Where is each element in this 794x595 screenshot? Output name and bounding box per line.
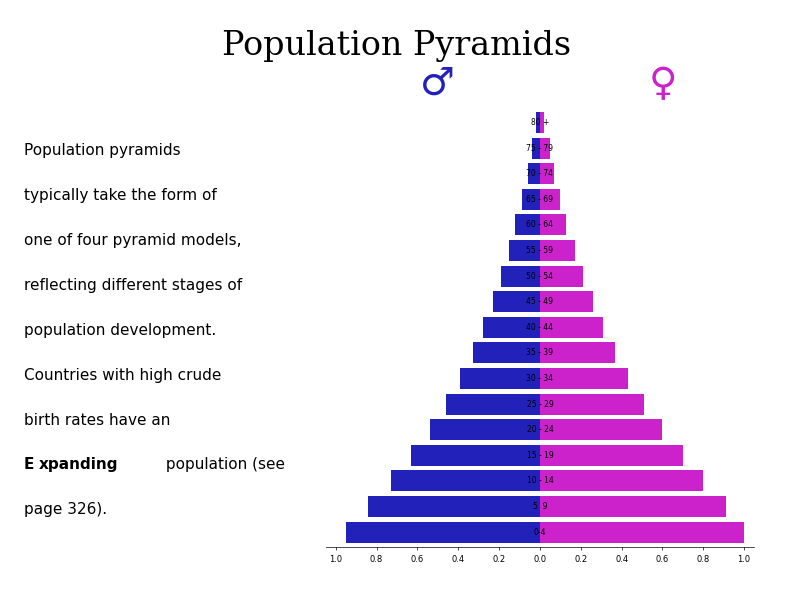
Text: Population Pyramids: Population Pyramids: [222, 30, 572, 62]
Bar: [446, 393, 540, 415]
Text: one of four pyramid models,: one of four pyramid models,: [24, 233, 241, 248]
Text: page 326).: page 326).: [24, 502, 107, 518]
Bar: [528, 163, 540, 184]
Bar: [493, 291, 540, 312]
Bar: [430, 419, 540, 440]
Bar: [540, 522, 744, 543]
Text: ♀: ♀: [648, 65, 676, 103]
Bar: [411, 444, 540, 466]
Text: population (see: population (see: [161, 458, 285, 472]
Bar: [532, 137, 540, 158]
Bar: [391, 470, 540, 491]
Bar: [483, 317, 540, 338]
Text: 15 - 19: 15 - 19: [526, 451, 553, 460]
Text: 70 - 74: 70 - 74: [526, 169, 553, 178]
Text: E: E: [24, 458, 34, 472]
Text: Countries with high crude: Countries with high crude: [24, 368, 222, 383]
Text: 45 - 49: 45 - 49: [526, 297, 553, 306]
Bar: [536, 112, 540, 133]
Bar: [522, 189, 540, 210]
Text: 0-4: 0-4: [534, 528, 546, 537]
Text: 20 - 24: 20 - 24: [526, 425, 553, 434]
Bar: [540, 189, 561, 210]
Bar: [368, 496, 540, 517]
Bar: [540, 163, 554, 184]
Text: 40 - 44: 40 - 44: [526, 322, 553, 332]
Text: 60 - 64: 60 - 64: [526, 220, 553, 229]
Text: 80 +: 80 +: [530, 118, 549, 127]
Text: population development.: population development.: [24, 322, 216, 337]
Bar: [540, 470, 703, 491]
Text: reflecting different stages of: reflecting different stages of: [24, 278, 242, 293]
Bar: [540, 291, 593, 312]
Bar: [540, 317, 603, 338]
Text: 65 - 69: 65 - 69: [526, 195, 553, 203]
Bar: [540, 214, 566, 236]
Text: 5  9: 5 9: [533, 502, 547, 511]
Bar: [540, 393, 644, 415]
Text: 35 - 39: 35 - 39: [526, 348, 553, 358]
Bar: [540, 265, 583, 287]
Text: 30 - 34: 30 - 34: [526, 374, 553, 383]
Bar: [461, 368, 540, 389]
Text: 10 - 14: 10 - 14: [526, 477, 553, 486]
Bar: [540, 368, 628, 389]
Bar: [540, 342, 615, 364]
Bar: [472, 342, 540, 364]
Bar: [540, 419, 662, 440]
Text: xpanding: xpanding: [39, 458, 118, 472]
Bar: [501, 265, 540, 287]
Bar: [540, 112, 544, 133]
Bar: [540, 496, 726, 517]
Bar: [509, 240, 540, 261]
Text: 50 - 54: 50 - 54: [526, 271, 553, 281]
Bar: [540, 444, 683, 466]
Text: ♂: ♂: [420, 65, 455, 103]
Bar: [540, 137, 550, 158]
Text: 75 - 79: 75 - 79: [526, 143, 553, 152]
Bar: [346, 522, 540, 543]
Bar: [540, 240, 575, 261]
Text: 55 - 59: 55 - 59: [526, 246, 553, 255]
Text: birth rates have an: birth rates have an: [24, 412, 170, 428]
Text: typically take the form of: typically take the form of: [24, 188, 217, 203]
Text: 25 - 29: 25 - 29: [526, 400, 553, 409]
Bar: [515, 214, 540, 236]
Text: Population pyramids: Population pyramids: [24, 143, 180, 158]
